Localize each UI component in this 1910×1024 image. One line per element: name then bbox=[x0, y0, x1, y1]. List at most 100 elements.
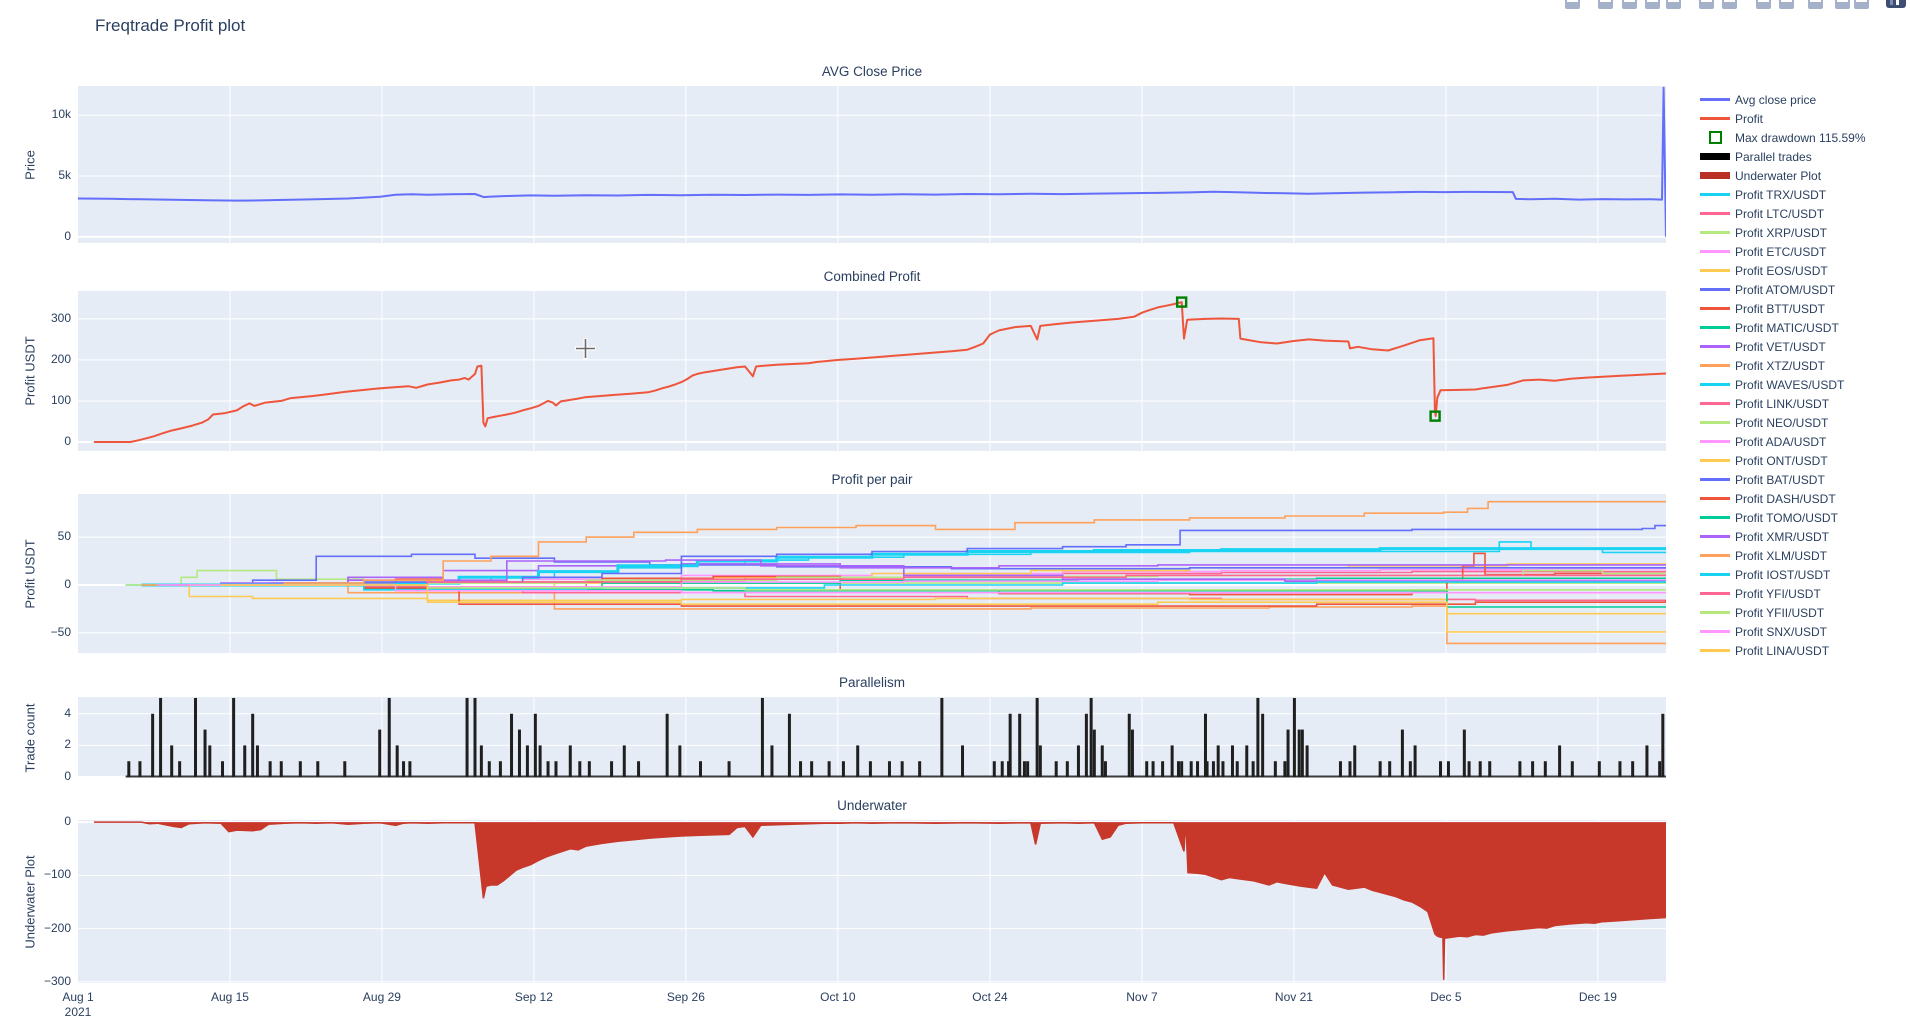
trade-count-bar bbox=[1203, 713, 1207, 778]
legend-item-profit-trx-usdt[interactable]: Profit TRX/USDT bbox=[1700, 185, 1866, 204]
trade-count-bar bbox=[1092, 729, 1096, 778]
trade-count-bar bbox=[770, 745, 774, 778]
legend-item-profit-ada-usdt[interactable]: Profit ADA/USDT bbox=[1700, 432, 1866, 451]
trade-count-bar bbox=[395, 745, 399, 778]
legend-label: Profit ETC/USDT bbox=[1735, 244, 1827, 259]
avg-close-price-plot-area[interactable] bbox=[78, 86, 1666, 243]
legend-label: Profit bbox=[1735, 111, 1764, 126]
trade-count-bar bbox=[1176, 761, 1180, 778]
trade-count-bar bbox=[827, 761, 831, 778]
legend-label: Profit TRX/USDT bbox=[1735, 187, 1827, 202]
combined-profit-plot-area[interactable] bbox=[78, 291, 1666, 451]
legend-item-profit-ont-usdt[interactable]: Profit ONT/USDT bbox=[1700, 451, 1866, 470]
legend-line-icon bbox=[1700, 611, 1730, 614]
trade-count-bar bbox=[1261, 713, 1265, 778]
trade-count-bar bbox=[810, 761, 814, 778]
trade-count-bar bbox=[578, 761, 582, 778]
legend-item-profit-waves-usdt[interactable]: Profit WAVES/USDT bbox=[1700, 375, 1866, 394]
legend-swatch-icon bbox=[1700, 535, 1730, 538]
legend-item-profit-vet-usdt[interactable]: Profit VET/USDT bbox=[1700, 337, 1866, 356]
legend-swatch-icon bbox=[1700, 326, 1730, 329]
legend-line-icon bbox=[1700, 440, 1730, 443]
modebar-compare-hover-button[interactable] bbox=[1852, 0, 1870, 9]
modebar-reset-axes-button[interactable] bbox=[1777, 0, 1795, 9]
modebar-autoscale-button[interactable] bbox=[1754, 0, 1772, 9]
plotly-modebar bbox=[0, 0, 1910, 10]
legend-label: Avg close price bbox=[1735, 92, 1817, 107]
trade-count-bar bbox=[678, 745, 682, 778]
legend-item-profit-tomo-usdt[interactable]: Profit TOMO/USDT bbox=[1700, 508, 1866, 527]
legend-item-parallel-trades[interactable]: Parallel trades bbox=[1700, 147, 1866, 166]
legend-item-profit-eos-usdt[interactable]: Profit EOS/USDT bbox=[1700, 261, 1866, 280]
legend-item-profit-iost-usdt[interactable]: Profit IOST/USDT bbox=[1700, 565, 1866, 584]
legend-swatch-icon bbox=[1700, 172, 1730, 179]
legend-item-avg-close-price[interactable]: Avg close price bbox=[1700, 90, 1866, 109]
legend-item-profit-ltc-usdt[interactable]: Profit LTC/USDT bbox=[1700, 204, 1866, 223]
underwater-area bbox=[93, 822, 1666, 980]
legend-item-max-drawdown-115-59-[interactable]: Max drawdown 115.59% bbox=[1700, 128, 1866, 147]
trade-count-bar bbox=[1127, 713, 1131, 778]
series-profit-ont-usdt bbox=[141, 584, 1666, 615]
legend-item-profit-xtz-usdt[interactable]: Profit XTZ/USDT bbox=[1700, 356, 1866, 375]
box-select-icon bbox=[1644, 0, 1660, 9]
modebar-zoom-out-button[interactable] bbox=[1720, 0, 1738, 9]
mouse-cursor bbox=[575, 338, 596, 359]
legend-line-icon bbox=[1700, 288, 1730, 291]
trade-count-bar bbox=[268, 761, 272, 778]
series-profit-atom-usdt bbox=[157, 553, 1666, 586]
legend-swatch-icon bbox=[1700, 288, 1730, 291]
legend-item-profit-dash-usdt[interactable]: Profit DASH/USDT bbox=[1700, 489, 1866, 508]
legend-item-profit-bat-usdt[interactable]: Profit BAT/USDT bbox=[1700, 470, 1866, 489]
legend-item-profit-neo-usdt[interactable]: Profit NEO/USDT bbox=[1700, 413, 1866, 432]
legend-item-profit-lina-usdt[interactable]: Profit LINA/USDT bbox=[1700, 641, 1866, 660]
trade-count-bar bbox=[1631, 761, 1635, 778]
modebar-box-select-button[interactable] bbox=[1643, 0, 1661, 9]
legend-item-profit-yfi-usdt[interactable]: Profit YFI/USDT bbox=[1700, 584, 1866, 603]
y-tick-label: 4 bbox=[64, 705, 71, 720]
modebar-lasso-select-button[interactable] bbox=[1664, 0, 1682, 9]
y-tick-label: −300 bbox=[43, 973, 71, 988]
modebar-pan-button[interactable] bbox=[1620, 0, 1638, 9]
legend-item-profit-xlm-usdt[interactable]: Profit XLM/USDT bbox=[1700, 546, 1866, 565]
modebar-toggle-spikelines-button[interactable] bbox=[1806, 0, 1824, 9]
modebar-zoom-button[interactable] bbox=[1596, 0, 1614, 9]
trade-count-bar bbox=[546, 761, 550, 778]
trade-count-bar bbox=[637, 761, 641, 778]
legend-label: Max drawdown 115.59% bbox=[1735, 130, 1866, 145]
trade-count-bar bbox=[533, 713, 537, 778]
legend-item-profit-btt-usdt[interactable]: Profit BTT/USDT bbox=[1700, 299, 1866, 318]
modebar-hover-closest-button[interactable] bbox=[1833, 0, 1851, 9]
trade-count-bar bbox=[538, 745, 542, 778]
y-tick-label: 0 bbox=[64, 769, 71, 784]
legend-item-profit-snx-usdt[interactable]: Profit SNX/USDT bbox=[1700, 622, 1866, 641]
legend-item-profit-link-usdt[interactable]: Profit LINK/USDT bbox=[1700, 394, 1866, 413]
trade-count-bar bbox=[159, 697, 163, 778]
legend-item-profit-etc-usdt[interactable]: Profit ETC/USDT bbox=[1700, 242, 1866, 261]
modebar-zoom-in-button[interactable] bbox=[1697, 0, 1715, 9]
legend-label: Profit LINK/USDT bbox=[1735, 396, 1830, 411]
legend-item-profit-xmr-usdt[interactable]: Profit XMR/USDT bbox=[1700, 527, 1866, 546]
legend-item-profit-xrp-usdt[interactable]: Profit XRP/USDT bbox=[1700, 223, 1866, 242]
legend-item-profit-yfii-usdt[interactable]: Profit YFII/USDT bbox=[1700, 603, 1866, 622]
trade-count-bar bbox=[1038, 745, 1042, 778]
trade-count-bar bbox=[517, 729, 521, 778]
legend-item-profit-matic-usdt[interactable]: Profit MATIC/USDT bbox=[1700, 318, 1866, 337]
y-axis-label-underwater: Underwater Plot bbox=[22, 854, 38, 949]
legend-item-profit[interactable]: Profit bbox=[1700, 109, 1866, 128]
toggle-spikelines-icon bbox=[1807, 0, 1823, 9]
legend-item-profit-atom-usdt[interactable]: Profit ATOM/USDT bbox=[1700, 280, 1866, 299]
y-tick-label: 50 bbox=[57, 529, 71, 544]
legend-label: Profit XRP/USDT bbox=[1735, 225, 1828, 240]
modebar-download-png-button[interactable] bbox=[1563, 0, 1581, 9]
trade-count-bar bbox=[1211, 761, 1215, 778]
trade-count-bar bbox=[127, 761, 131, 778]
trade-count-bar bbox=[1251, 761, 1255, 778]
subplot-title-combined-profit: Combined Profit bbox=[823, 269, 921, 284]
series-profit-waves-usdt bbox=[141, 547, 1666, 587]
legend-line-icon bbox=[1700, 592, 1730, 595]
series-profit-snx-usdt bbox=[157, 584, 1666, 594]
legend-item-underwater-plot[interactable]: Underwater Plot bbox=[1700, 166, 1866, 185]
trade-count-bar bbox=[343, 761, 347, 778]
legend-swatch-icon bbox=[1700, 98, 1730, 101]
trade-count-bar bbox=[1022, 761, 1026, 778]
